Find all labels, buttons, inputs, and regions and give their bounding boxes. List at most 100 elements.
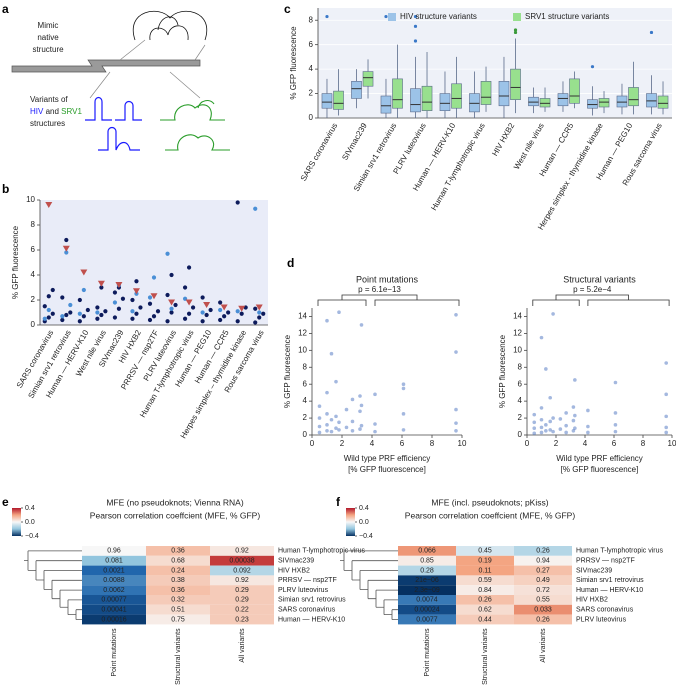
plot-background — [312, 308, 462, 435]
point — [64, 237, 69, 243]
point — [532, 431, 537, 436]
cell-label: 0.84 — [478, 587, 492, 594]
guide-line — [89, 39, 206, 99]
point — [551, 312, 555, 316]
legend-label: HIV structure variants — [400, 12, 477, 21]
point — [358, 427, 362, 431]
point — [120, 296, 126, 301]
y-tick-label: 10 — [513, 345, 522, 354]
cell-label: 0.0074 — [416, 597, 438, 604]
y-tick-label: 6 — [303, 379, 308, 388]
y-axis-label: % GFP fluorescence — [289, 26, 298, 100]
cell-label: 0.72 — [536, 587, 550, 594]
heatmap-cell — [82, 546, 146, 556]
heatmap-cell — [398, 555, 456, 566]
x-tick-label: 0 — [310, 439, 315, 448]
point — [564, 411, 568, 415]
heatmap-cell — [398, 585, 456, 595]
point — [134, 279, 139, 284]
point — [77, 319, 82, 324]
cell-label: 0.11 — [478, 567, 491, 574]
y-tick-label: 14 — [513, 312, 522, 321]
point — [454, 428, 458, 433]
heatmap-subtitle: Pearson correlation coeffcient (MFE, % G… — [405, 510, 576, 520]
point — [317, 430, 322, 435]
dendrogram — [24, 550, 82, 620]
heatmap-cell — [210, 546, 274, 556]
x-tick-label: 10 — [668, 439, 676, 448]
wild-type-marker — [62, 245, 70, 252]
point — [329, 429, 334, 434]
point — [586, 430, 590, 435]
row-label: Human T-lymphotropic virus — [576, 548, 664, 555]
point — [358, 394, 362, 398]
point — [204, 312, 209, 318]
colorbar-label: 0.4 — [25, 505, 35, 512]
box — [380, 95, 392, 114]
heatmap-cell — [146, 575, 210, 586]
cell-label: 0.32 — [171, 597, 185, 604]
point — [544, 428, 548, 433]
outlier — [384, 14, 388, 19]
point — [60, 314, 65, 319]
heatmap-cell — [398, 565, 456, 576]
point — [350, 419, 355, 424]
point — [344, 407, 349, 412]
panel-label: e — [2, 495, 9, 509]
cell-label: 0.59 — [478, 577, 492, 584]
row-label: HIV HXB2 — [576, 597, 608, 604]
heatmap-cell — [398, 575, 456, 586]
point — [329, 351, 334, 356]
point — [350, 397, 355, 402]
panel-a-text: Variants of — [30, 95, 68, 104]
point — [337, 428, 341, 432]
heatmap-cell — [210, 604, 274, 615]
cell-label: 0.081 — [105, 558, 123, 565]
y-tick-label: 4 — [31, 270, 36, 279]
point — [50, 311, 55, 316]
plot-background — [527, 308, 672, 435]
point — [239, 311, 244, 316]
point — [169, 272, 174, 278]
x-tick-label: 10 — [458, 439, 467, 448]
y-tick-label: 12 — [513, 329, 522, 338]
point — [85, 307, 90, 313]
cell-label: 0.96 — [107, 548, 121, 555]
point — [564, 423, 568, 428]
box — [587, 99, 598, 109]
point — [359, 323, 364, 327]
heatmap-cell — [146, 604, 210, 615]
y-tick-label: 0 — [31, 320, 36, 329]
box — [628, 87, 639, 107]
point — [573, 413, 577, 418]
point — [218, 307, 223, 313]
panel-a: Mimic native structure Variants of HIV a… — [11, 10, 230, 151]
native-structure — [132, 10, 208, 41]
point — [253, 206, 258, 211]
point — [50, 287, 55, 293]
point — [544, 367, 548, 371]
point — [81, 314, 86, 319]
row-label: Simian srv1 retrovirus — [278, 597, 346, 604]
point — [548, 419, 552, 424]
wild-type-marker — [185, 299, 193, 306]
x-axis-label: Wild type PRF efficiency — [344, 454, 431, 463]
point — [42, 304, 47, 309]
point — [334, 414, 338, 419]
cell-label: 0.0077 — [416, 616, 438, 623]
heatmap-cell — [514, 565, 572, 576]
wild-type-marker — [115, 282, 123, 288]
y-tick-label: 8 — [518, 362, 523, 371]
cell-label: 0.092 — [233, 567, 251, 574]
row-label: Human — HERV-K10 — [278, 616, 345, 623]
point — [373, 392, 377, 397]
box — [616, 95, 628, 108]
cell-label: 0.28 — [420, 567, 434, 574]
colorbar — [12, 508, 21, 536]
point — [532, 420, 537, 425]
point — [401, 412, 406, 416]
point — [539, 406, 544, 410]
box — [392, 78, 403, 109]
point — [226, 310, 231, 315]
heatmap-cell — [456, 585, 514, 595]
